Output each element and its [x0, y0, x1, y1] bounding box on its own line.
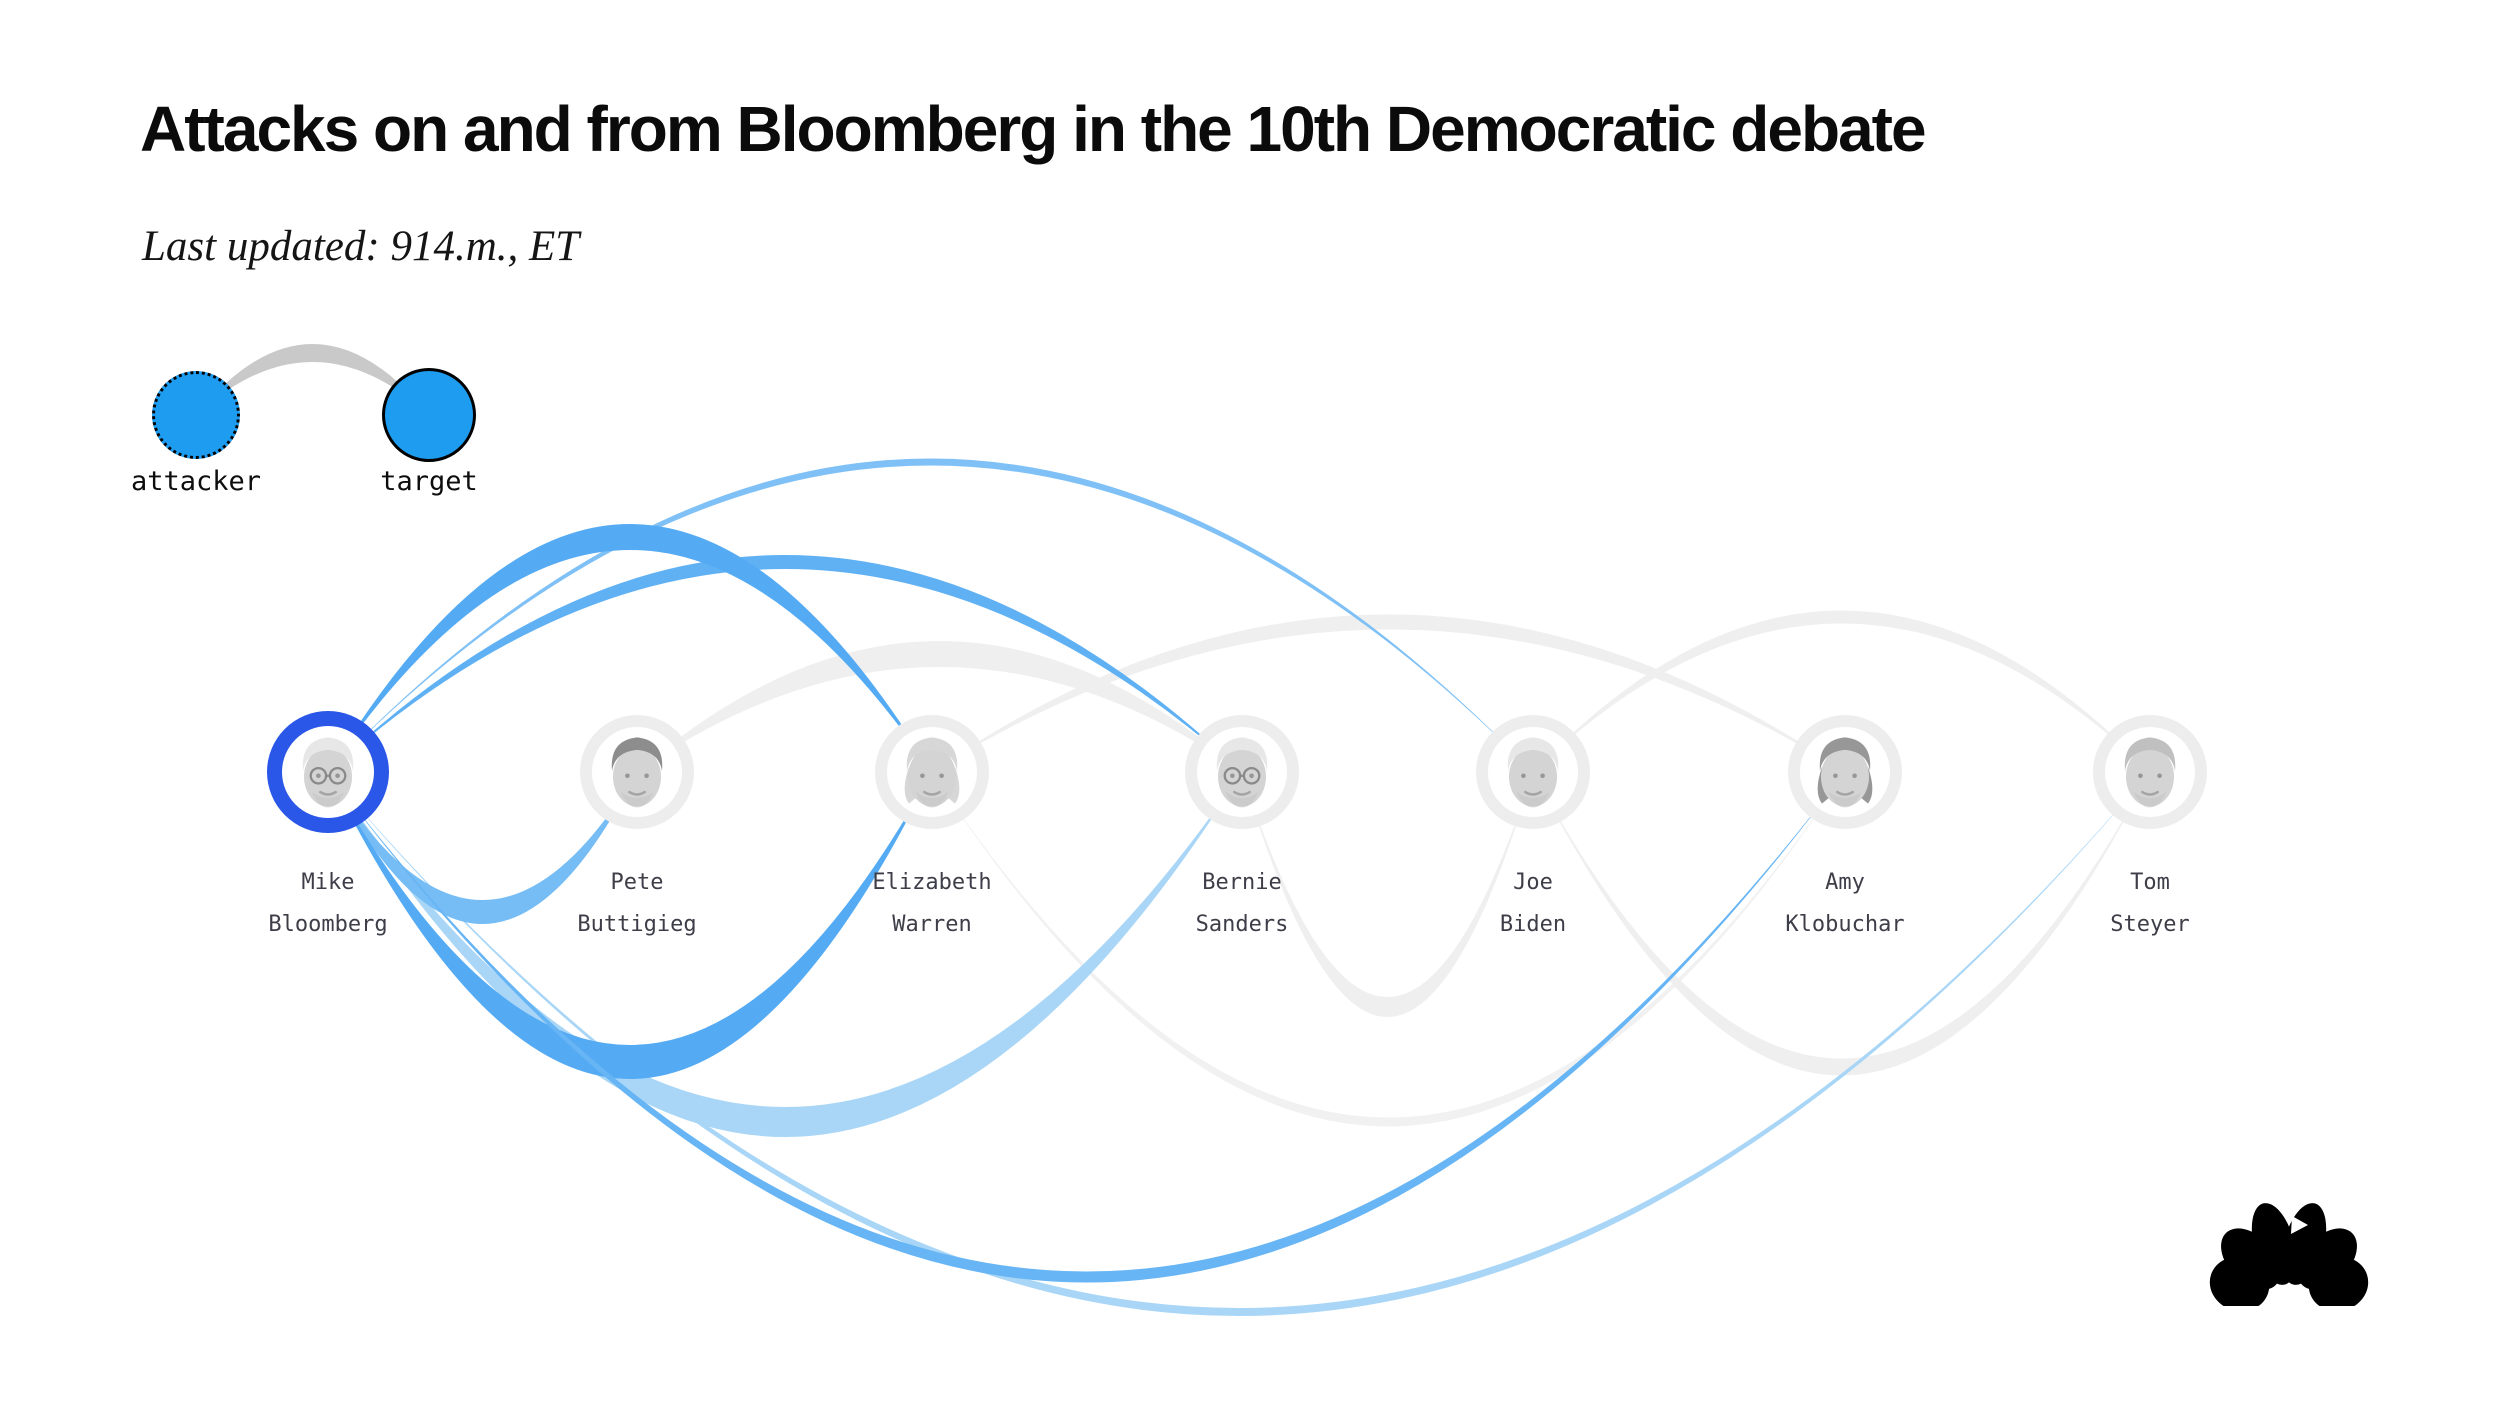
attack-arc-klobuchar-to-warren[interactable] — [932, 772, 1845, 1127]
last-updated-text: Last updated: 914.m., ET — [142, 223, 580, 270]
attack-arc-biden-to-steyer[interactable] — [1533, 610, 2150, 773]
attack-arc-sanders-to-bloomberg[interactable] — [328, 772, 1242, 1137]
candidate-last-name: Sanders — [1195, 912, 1289, 937]
candidate-last-name: Bloomberg — [268, 912, 388, 937]
candidate-last-name: Klobuchar — [1785, 912, 1905, 937]
attack-arc-buttigieg-to-bloomberg[interactable] — [328, 772, 637, 924]
peacock-beak — [2291, 1216, 2308, 1234]
candidate-label-bloomberg: Mike Bloomberg — [168, 862, 488, 946]
attack-arc-bloomberg-to-sanders[interactable] — [328, 555, 1242, 772]
candidate-first-name: Tom — [2130, 870, 2170, 895]
legend-attacker-label: attacker — [130, 466, 262, 497]
candidate-last-name: Buttigieg — [577, 912, 697, 937]
attack-arc-bloomberg-to-warren[interactable] — [328, 524, 932, 772]
attack-arc-steyer-to-bloomberg[interactable] — [328, 772, 2150, 1316]
avatar-sanders — [1216, 737, 1268, 808]
legend-arc — [196, 344, 429, 415]
legend-attacker-node — [152, 371, 240, 459]
candidate-last-name: Warren — [892, 912, 972, 937]
avatar-klobuchar — [1817, 737, 1873, 808]
candidate-last-name: Biden — [1499, 912, 1567, 937]
avatar-steyer — [2124, 737, 2176, 808]
candidate-first-name: Pete — [610, 870, 664, 895]
candidate-label-sanders: Bernie Sanders — [1082, 862, 1402, 946]
attack-arc-warren-to-klobuchar[interactable] — [932, 614, 1845, 773]
avatar-buttigieg — [611, 737, 663, 808]
attack-arc-klobuchar-to-bloomberg[interactable] — [328, 772, 1845, 1283]
attack-arc-buttigieg-to-sanders[interactable] — [637, 641, 1242, 772]
candidate-label-warren: Elizabeth Warren — [772, 862, 1092, 946]
candidate-first-name: Amy — [1825, 870, 1865, 895]
attack-arc-steyer-to-biden[interactable] — [1533, 772, 2150, 1076]
candidate-label-klobuchar: Amy Klobuchar — [1685, 862, 2005, 946]
peacock-feather — [2308, 1256, 2369, 1306]
attack-arc-warren-to-bloomberg[interactable] — [328, 772, 932, 1079]
nbc-peacock-logo — [2209, 1203, 2369, 1306]
legend-target-node — [382, 368, 476, 462]
candidate-last-name: Steyer — [2110, 912, 2190, 937]
attack-arc-biden-to-sanders[interactable] — [1242, 772, 1533, 1017]
candidate-label-buttigieg: Pete Buttigieg — [477, 862, 797, 946]
candidate-first-name: Joe — [1513, 870, 1553, 895]
candidate-label-biden: Joe Biden — [1373, 862, 1693, 946]
candidate-first-name: Mike — [301, 870, 355, 895]
legend-target-label: target — [380, 466, 478, 497]
candidate-first-name: Bernie — [1202, 870, 1282, 895]
candidate-first-name: Elizabeth — [872, 870, 992, 895]
avatar-biden — [1507, 737, 1559, 808]
avatar-warren — [904, 737, 960, 808]
candidate-label-steyer: Tom Steyer — [1990, 862, 2310, 946]
page-title: Attacks on and from Bloomberg in the 10t… — [140, 93, 1927, 165]
avatar-bloomberg — [302, 737, 354, 808]
